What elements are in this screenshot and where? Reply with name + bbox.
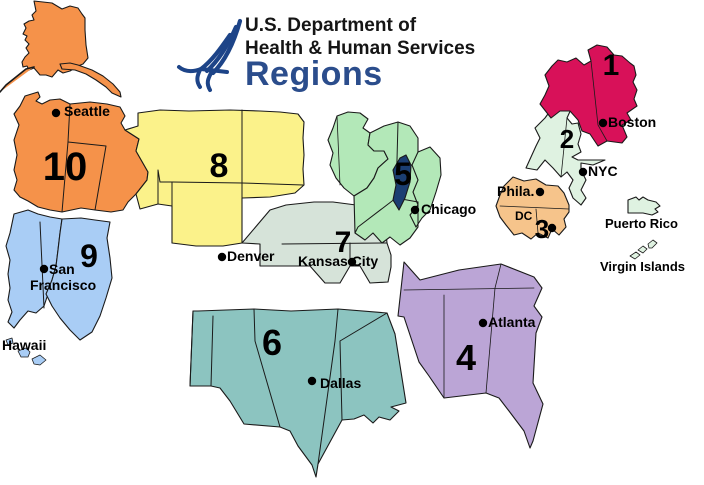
svg-text:2: 2 bbox=[560, 124, 574, 154]
svg-text:3: 3 bbox=[535, 214, 549, 244]
svg-text:Virgin Islands: Virgin Islands bbox=[600, 259, 685, 274]
svg-text:Kansas City: Kansas City bbox=[298, 253, 378, 269]
svg-text:Chicago: Chicago bbox=[421, 201, 476, 217]
svg-text:9: 9 bbox=[80, 238, 98, 274]
svg-text:6: 6 bbox=[262, 322, 282, 363]
svg-text:5: 5 bbox=[394, 156, 412, 192]
svg-text:Boston: Boston bbox=[608, 114, 656, 130]
svg-text:4: 4 bbox=[456, 337, 476, 378]
svg-text:Francisco: Francisco bbox=[30, 277, 96, 293]
svg-text:Hawaii: Hawaii bbox=[2, 337, 46, 353]
svg-text:Denver: Denver bbox=[227, 248, 275, 264]
svg-text:Dallas: Dallas bbox=[320, 375, 361, 391]
svg-text:NYC: NYC bbox=[588, 163, 618, 179]
svg-text:10: 10 bbox=[43, 145, 88, 189]
svg-text:Phila.: Phila. bbox=[497, 183, 534, 199]
svg-text:Seattle: Seattle bbox=[64, 103, 110, 119]
svg-text:1: 1 bbox=[603, 49, 620, 82]
svg-text:DC: DC bbox=[515, 209, 533, 223]
svg-text:Puerto Rico: Puerto Rico bbox=[605, 216, 678, 231]
svg-text:8: 8 bbox=[210, 147, 229, 185]
svg-text:Atlanta: Atlanta bbox=[488, 314, 536, 330]
svg-text:San: San bbox=[49, 261, 75, 277]
